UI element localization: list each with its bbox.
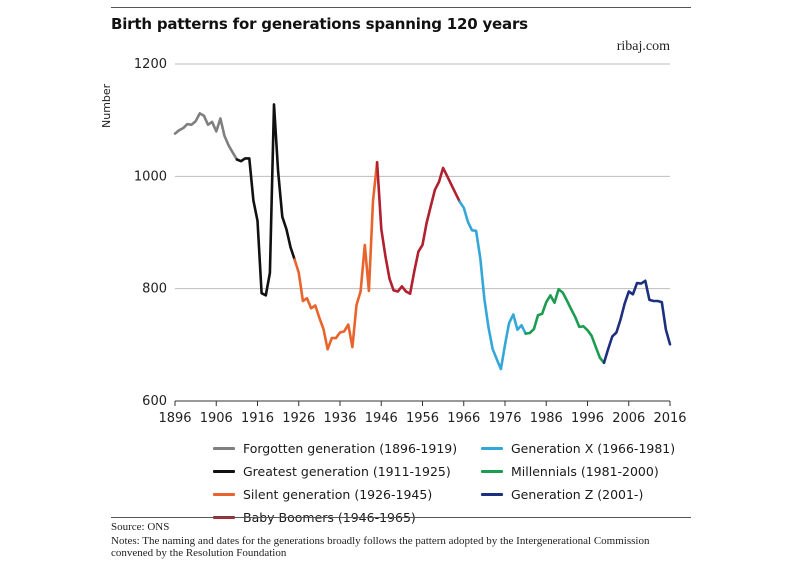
series-lines — [173, 103, 672, 371]
x-tick-label: 1936 — [323, 411, 356, 426]
bottom-rule — [111, 517, 691, 518]
x-tick-label: 1926 — [282, 411, 315, 426]
x-tick-label: 2016 — [653, 411, 686, 426]
y-tick-label: 800 — [142, 282, 167, 297]
x-tick-label: 1956 — [406, 411, 439, 426]
y-tick-label: 1200 — [134, 57, 167, 72]
source-note: Source: ONS — [111, 521, 170, 533]
x-tick-label: 1946 — [365, 411, 398, 426]
x-tick-label: 1896 — [158, 411, 191, 426]
x-tick-label: 1906 — [200, 411, 233, 426]
x-tick-label: 1916 — [241, 411, 274, 426]
y-tick-label: 1000 — [134, 169, 167, 184]
series-line-6 — [602, 279, 672, 365]
chart-title: Birth patterns for generations spanning … — [111, 15, 528, 33]
notes-text: Notes: The naming and dates for the gene… — [111, 535, 650, 559]
series-line-4 — [458, 200, 527, 371]
series-line-3 — [375, 161, 461, 296]
top-rule — [111, 7, 691, 8]
series-line-0 — [173, 112, 239, 161]
x-tick-label: 1966 — [447, 411, 480, 426]
x-tick-label: 1976 — [488, 411, 521, 426]
x-tick-label: 2006 — [612, 411, 645, 426]
y-tick-label: 600 — [142, 394, 167, 409]
series-line-2 — [293, 161, 379, 351]
series-line-1 — [235, 103, 296, 297]
site-credit: ribaj.com — [616, 39, 670, 54]
x-tick-label: 1996 — [571, 411, 604, 426]
x-tick-label: 1986 — [530, 411, 563, 426]
series-line-5 — [524, 287, 606, 365]
axes: 600 800 1000 1200 1896 1906 1916 1926 1936 1946 19… — [134, 57, 687, 426]
